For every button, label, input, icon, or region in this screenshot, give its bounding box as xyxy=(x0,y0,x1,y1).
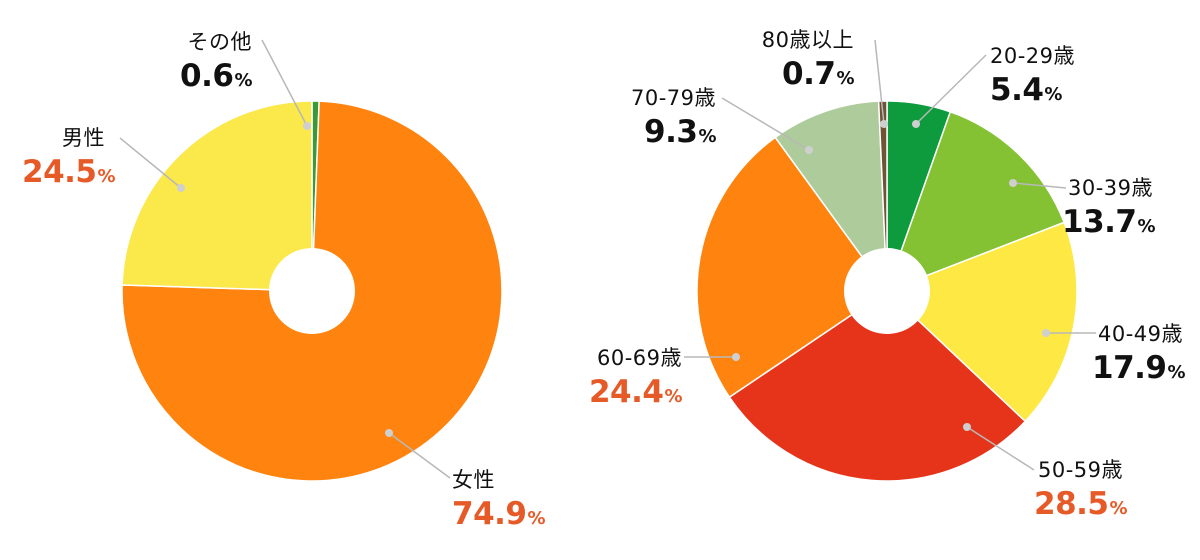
leader-line-50-59歳 xyxy=(966,426,1035,471)
label-gender-male: 男性 24.5% xyxy=(22,126,116,190)
label-age-40-49: 40-49歳 17.9% xyxy=(1092,322,1186,386)
label-age-30-39: 30-39歳 13.7% xyxy=(1062,176,1156,240)
label-age-20-29: 20-29歳 5.4% xyxy=(990,44,1076,108)
slice-50-59歳 xyxy=(728,290,1027,482)
leader-line-男性 xyxy=(119,137,182,189)
leader-line-70-79歳 xyxy=(721,97,810,151)
slice-70-79歳 xyxy=(774,100,888,294)
leader-line-20-29歳 xyxy=(915,54,987,125)
leader-line-その他 xyxy=(261,39,308,127)
leader-line-80歳以上 xyxy=(874,39,885,125)
leader-dot-その他 xyxy=(303,122,311,130)
leader-dot-30-39歳 xyxy=(1009,179,1017,187)
donut-chart-2 xyxy=(684,39,1096,482)
label-age-50-59: 50-59歳 28.5% xyxy=(1034,458,1128,522)
label-age-80-plus: 80歳以上 0.7% xyxy=(761,28,855,92)
leader-dot-女性 xyxy=(385,429,393,437)
slice-30-39歳 xyxy=(885,110,1066,293)
leader-dot-40-49歳 xyxy=(1042,329,1050,337)
leader-dot-80歳以上 xyxy=(880,120,888,128)
label-gender-other: その他 0.6% xyxy=(180,30,252,94)
leader-dot-20-29歳 xyxy=(912,120,920,128)
donut-hole xyxy=(844,248,930,334)
leader-line-30-39歳 xyxy=(1012,182,1067,189)
label-gender-female: 女性 74.9% xyxy=(452,468,546,532)
leader-dot-60-69歳 xyxy=(732,353,740,361)
leader-dot-50-59歳 xyxy=(963,423,971,431)
leader-line-女性 xyxy=(388,432,451,479)
donut-chart-1 xyxy=(119,39,503,482)
slice-男性 xyxy=(121,100,313,292)
slice-60-69歳 xyxy=(696,136,889,399)
slice-40-49歳 xyxy=(885,221,1078,423)
slice-80歳以上 xyxy=(877,100,888,292)
donut-hole xyxy=(269,248,355,334)
leader-dot-男性 xyxy=(177,184,185,192)
leader-dot-70-79歳 xyxy=(805,146,813,154)
label-age-70-79: 70-79歳 9.3% xyxy=(630,86,717,150)
label-age-60-69: 60-69歳 24.4% xyxy=(588,346,683,410)
